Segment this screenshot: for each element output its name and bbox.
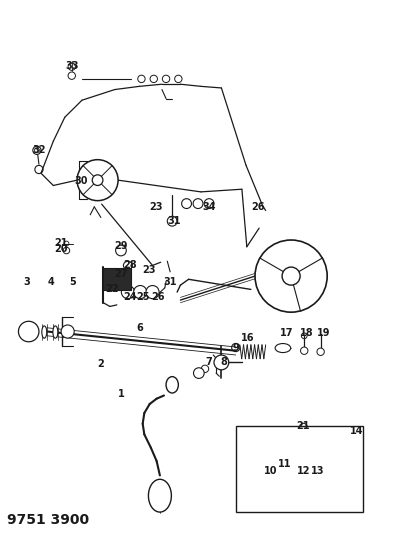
Circle shape: [150, 75, 157, 83]
Text: 29: 29: [114, 241, 127, 251]
Circle shape: [68, 72, 75, 79]
Circle shape: [193, 199, 202, 208]
Circle shape: [92, 175, 103, 185]
Circle shape: [33, 146, 41, 155]
Text: 13: 13: [310, 466, 324, 475]
Circle shape: [174, 75, 182, 83]
Circle shape: [61, 325, 74, 338]
Ellipse shape: [274, 344, 290, 352]
Text: 17: 17: [280, 328, 293, 338]
Circle shape: [281, 267, 299, 285]
Circle shape: [346, 446, 356, 456]
Text: 10: 10: [263, 466, 276, 475]
Bar: [235, 426, 362, 512]
Circle shape: [121, 286, 134, 298]
Text: 14: 14: [349, 426, 362, 435]
Ellipse shape: [53, 326, 58, 338]
Ellipse shape: [148, 479, 171, 512]
Circle shape: [280, 462, 287, 470]
Text: 21: 21: [296, 422, 309, 431]
Text: 28: 28: [123, 260, 137, 270]
Text: 11: 11: [278, 459, 291, 469]
Text: 5: 5: [70, 278, 76, 287]
Circle shape: [35, 165, 43, 174]
Circle shape: [316, 348, 324, 356]
Text: 19: 19: [317, 328, 330, 338]
Text: 34: 34: [202, 202, 215, 212]
Text: 20: 20: [54, 245, 67, 254]
Text: 26: 26: [251, 202, 264, 212]
Text: 25: 25: [137, 293, 150, 302]
Text: 1: 1: [117, 390, 124, 399]
Circle shape: [18, 321, 39, 342]
Circle shape: [137, 75, 145, 83]
Circle shape: [146, 286, 159, 298]
Circle shape: [77, 160, 118, 200]
Bar: [103, 268, 130, 290]
Circle shape: [243, 460, 250, 467]
Text: 23: 23: [142, 265, 155, 275]
Text: 33: 33: [65, 61, 78, 70]
Circle shape: [181, 199, 191, 208]
Circle shape: [213, 355, 228, 370]
Text: 12: 12: [296, 466, 309, 475]
Circle shape: [201, 365, 208, 373]
Text: 31: 31: [163, 278, 176, 287]
Text: 9: 9: [232, 343, 238, 352]
Circle shape: [193, 368, 204, 378]
Text: 26: 26: [151, 293, 164, 302]
Text: 24: 24: [124, 293, 137, 302]
Ellipse shape: [166, 377, 178, 393]
Circle shape: [167, 216, 177, 226]
Text: 23: 23: [149, 202, 162, 212]
Text: 32: 32: [32, 146, 45, 155]
Text: 6: 6: [136, 323, 142, 333]
Text: 18: 18: [299, 328, 313, 338]
Circle shape: [300, 347, 307, 354]
Circle shape: [162, 75, 169, 83]
Circle shape: [133, 286, 146, 298]
Text: 8: 8: [220, 358, 226, 367]
Circle shape: [243, 445, 250, 453]
Text: 22: 22: [105, 284, 118, 294]
Text: 7: 7: [205, 358, 212, 367]
Circle shape: [204, 199, 213, 208]
Text: 2: 2: [97, 359, 103, 368]
Circle shape: [115, 245, 126, 256]
Text: 9751 3900: 9751 3900: [7, 513, 89, 527]
Text: 3: 3: [23, 278, 30, 287]
Text: 16: 16: [241, 334, 254, 343]
Text: 31: 31: [167, 216, 180, 226]
Ellipse shape: [123, 261, 132, 270]
Circle shape: [280, 441, 287, 448]
Text: 21: 21: [54, 238, 67, 247]
Circle shape: [63, 247, 70, 254]
Ellipse shape: [42, 326, 47, 338]
Text: 4: 4: [48, 278, 54, 287]
Circle shape: [231, 343, 239, 352]
Text: 27: 27: [114, 270, 127, 279]
Text: 30: 30: [74, 176, 88, 186]
Circle shape: [254, 240, 326, 312]
